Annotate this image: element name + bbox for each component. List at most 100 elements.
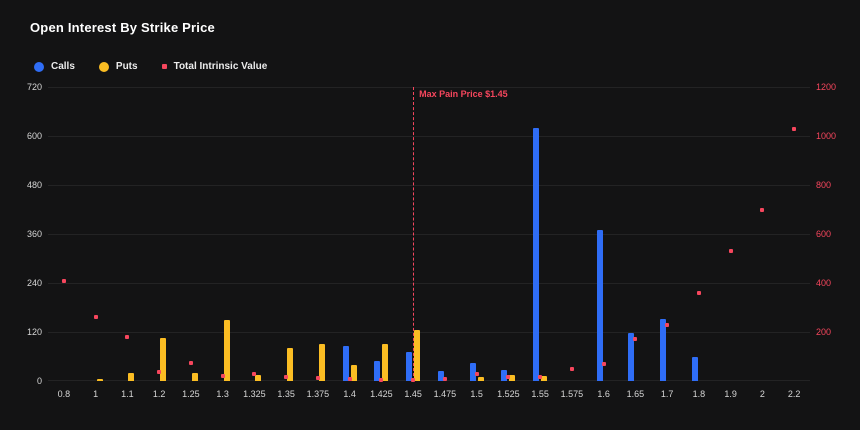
total-intrinsic-value-point[interactable] [792,126,797,131]
plot-area: Max Pain Price $1.45 [48,87,810,382]
gridline [48,234,810,235]
puts-bar[interactable] [191,372,198,381]
left-axis-tick: 120 [26,327,42,337]
left-axis-tick: 480 [26,180,42,190]
puts-bar[interactable] [509,374,516,381]
x-axis-tick: 1.1 [121,389,134,399]
calls-bar[interactable] [628,332,635,381]
x-axis-tick: 1.7 [660,389,674,399]
puts-legend-swatch-icon [98,61,109,72]
x-axis-tick: 1.9 [724,389,737,399]
legend-item-calls[interactable]: Calls [34,61,75,72]
total-intrinsic-value-point[interactable] [411,377,416,382]
legend-label-total-intrinsic-value: Total Intrinsic Value [173,61,268,72]
total-intrinsic-value-point[interactable] [61,278,66,283]
x-axis-tick: 2.2 [787,389,801,399]
total-intrinsic-value-point[interactable] [569,366,574,371]
total-intrinsic-value-point[interactable] [442,376,447,381]
x-axis-tick: 1.25 [182,389,200,399]
x-axis-tick: 0.8 [57,389,71,399]
legend-item-puts[interactable]: Puts [98,61,138,72]
right-axis-tick: 800 [816,180,832,190]
total-intrinsic-value-point[interactable] [188,360,193,365]
legend-label-calls: Calls [51,61,75,72]
gridline [48,136,810,137]
x-axis-tick: 1.4 [343,389,356,399]
left-axis-tick: 720 [26,82,42,92]
puts-bar[interactable] [223,319,230,381]
total-intrinsic-value-point[interactable] [633,337,638,342]
total-intrinsic-value-point[interactable] [760,207,765,212]
puts-bar[interactable] [414,329,421,381]
legend-label-puts: Puts [115,61,138,72]
legend-item-total-intrinsic-value[interactable]: Total Intrinsic Value [161,61,268,72]
total-intrinsic-value-point[interactable] [665,322,670,327]
total-intrinsic-value-legend-swatch-icon [161,64,167,69]
puts-bar[interactable] [318,344,325,381]
total-intrinsic-value-point[interactable] [474,371,479,376]
x-axis-tick: 2 [759,389,765,399]
calls-legend-swatch-icon [34,61,44,72]
total-intrinsic-value-point[interactable] [347,377,352,382]
left-axis-tick: 240 [26,278,42,288]
total-intrinsic-value-point[interactable] [315,376,320,381]
x-axis-tick: 1.8 [692,389,706,399]
puts-bar[interactable] [350,364,357,381]
right-axis-tick: 600 [816,229,832,239]
calls-bar[interactable] [596,229,603,381]
total-intrinsic-value-point[interactable] [601,361,606,366]
calls-bar[interactable] [342,346,349,381]
puts-bar[interactable] [287,348,294,381]
total-intrinsic-value-point[interactable] [252,371,257,376]
puts-bar[interactable] [382,344,389,381]
x-axis-tick: 1 [93,389,99,399]
calls-bar[interactable] [374,360,381,381]
left-axis-tick: 600 [26,131,42,141]
left-axis: 0 120 240 360 480 600 720 [0,82,42,386]
x-axis-tick: 1.6 [597,389,610,399]
x-axis-tick: 1.55 [531,389,549,399]
x-axis-tick: 1.65 [626,389,645,399]
calls-bar[interactable] [533,127,540,381]
x-axis-tick: 1.325 [243,389,266,399]
calls-bar[interactable] [437,370,444,381]
calls-bar[interactable] [501,369,508,381]
max-pain-line [413,87,415,381]
total-intrinsic-value-point[interactable] [696,290,701,295]
right-axis: 200 400 600 800 1000 1200 [816,82,856,381]
x-axis-tick: 1.375 [306,389,330,399]
calls-bar[interactable] [469,362,476,381]
puts-bar[interactable] [541,376,548,381]
max-pain-label: Max Pain Price $1.45 [419,89,508,99]
x-axis-tick: 1.2 [152,389,166,399]
puts-bar[interactable] [477,376,484,381]
calls-bar[interactable] [660,318,667,381]
total-intrinsic-value-point[interactable] [125,334,130,339]
puts-bar[interactable] [255,374,262,381]
total-intrinsic-value-point[interactable] [284,375,289,380]
total-intrinsic-value-point[interactable] [506,374,511,379]
puts-bar[interactable] [96,378,103,381]
calls-bar[interactable] [691,356,698,381]
total-intrinsic-value-point[interactable] [93,315,98,320]
x-axis-tick: 1.35 [277,389,295,399]
chart-title: Open Interest By Strike Price [30,20,215,35]
total-intrinsic-value-point[interactable] [157,370,162,375]
gridline [48,87,810,88]
x-axis-tick: 1.525 [497,389,520,399]
calls-bar[interactable] [406,352,413,381]
total-intrinsic-value-point[interactable] [379,377,384,382]
right-axis-tick: 200 [816,327,832,337]
x-axis-tick: 1.425 [370,389,393,399]
puts-bar[interactable] [128,372,135,381]
total-intrinsic-value-point[interactable] [538,375,543,380]
puts-bar[interactable] [160,338,167,381]
total-intrinsic-value-point[interactable] [220,374,225,379]
legend: Calls Puts Total Intrinsic Value [34,61,267,72]
x-axis-tick: 1.575 [560,389,584,399]
total-intrinsic-value-point[interactable] [728,249,733,254]
right-axis-tick: 1200 [816,82,837,92]
x-axis-tick: 1.5 [470,389,483,399]
gridline [48,332,810,333]
